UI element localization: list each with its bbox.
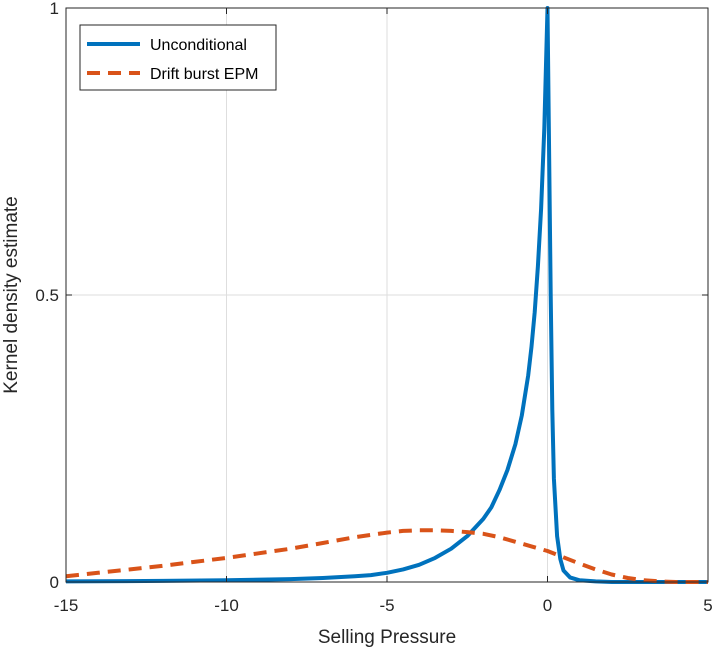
legend-label-unconditional: Unconditional: [150, 37, 247, 54]
x-tick-label: 5: [703, 596, 712, 615]
legend: Unconditional Drift burst EPM: [79, 24, 277, 91]
x-tick-label: -10: [214, 596, 239, 615]
y-tick-label: 1: [50, 0, 59, 18]
series-line-drift-burst-epm: [65, 528, 708, 584]
y-tick-label: 0: [50, 573, 59, 592]
x-tick-label: -5: [379, 596, 394, 615]
ticks: [65, 7, 709, 583]
grid: [66, 8, 708, 582]
x-tick-label: 0: [543, 596, 552, 615]
tick-labels: -15 -10 -5 0 5 0 0.5 1: [35, 0, 712, 615]
y-tick-label: 0.5: [35, 286, 59, 305]
x-axis-label: Selling Pressure: [318, 627, 456, 648]
series-group: [65, 6, 708, 584]
legend-box: [79, 24, 277, 91]
y-axis-label: Kernel density estimate: [1, 196, 22, 394]
series-line-unconditional: [65, 6, 708, 584]
x-tick-label: -15: [54, 596, 79, 615]
legend-label-drift-burst-epm: Drift burst EPM: [150, 66, 258, 83]
